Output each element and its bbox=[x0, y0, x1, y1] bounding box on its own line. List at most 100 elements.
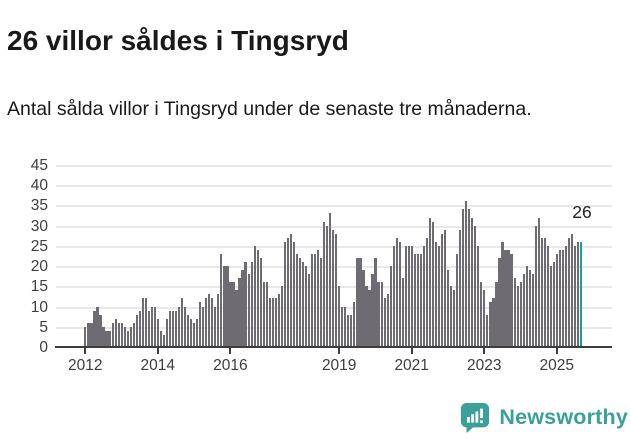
bar bbox=[129, 326, 132, 347]
y-axis-tick-label: 35 bbox=[30, 197, 48, 215]
bar bbox=[268, 298, 271, 347]
bar bbox=[208, 294, 211, 347]
bar bbox=[413, 253, 416, 347]
bar bbox=[437, 245, 441, 347]
bar bbox=[540, 237, 543, 347]
bar bbox=[187, 314, 190, 347]
bar bbox=[440, 233, 444, 347]
bar bbox=[111, 322, 114, 347]
gridline bbox=[56, 185, 612, 188]
bar bbox=[84, 326, 87, 347]
highlighted-bar bbox=[579, 241, 583, 347]
bar bbox=[362, 270, 365, 347]
bar bbox=[462, 209, 465, 347]
bar bbox=[156, 318, 160, 347]
bar bbox=[262, 282, 265, 347]
bar bbox=[117, 322, 120, 347]
bar bbox=[549, 266, 552, 347]
bar bbox=[271, 298, 274, 347]
bar bbox=[570, 233, 574, 347]
y-axis-tick-label: 40 bbox=[30, 177, 48, 195]
bar bbox=[217, 294, 220, 347]
bar bbox=[377, 282, 380, 347]
bar bbox=[573, 245, 577, 347]
bar bbox=[174, 310, 178, 347]
x-axis-tick-label: 2016 bbox=[213, 357, 248, 374]
bar bbox=[468, 209, 471, 347]
y-axis-tick-label: 15 bbox=[30, 278, 48, 296]
bar bbox=[504, 249, 507, 347]
bar bbox=[232, 282, 235, 347]
bar bbox=[474, 225, 477, 347]
bar bbox=[425, 237, 429, 347]
bar bbox=[332, 229, 335, 347]
bar bbox=[537, 217, 540, 347]
bar bbox=[244, 262, 247, 347]
bar bbox=[105, 330, 108, 347]
bar bbox=[489, 302, 492, 347]
bar bbox=[178, 306, 181, 347]
bar bbox=[250, 262, 253, 347]
y-axis-tick-label: 25 bbox=[30, 237, 48, 255]
bar bbox=[298, 257, 302, 347]
bar bbox=[301, 262, 305, 347]
bar bbox=[196, 318, 199, 347]
bar bbox=[510, 253, 513, 347]
bar bbox=[392, 245, 395, 347]
y-axis-tick-label: 30 bbox=[30, 217, 48, 235]
bar bbox=[199, 302, 202, 347]
x-axis-tick bbox=[410, 348, 413, 354]
bar bbox=[102, 326, 105, 347]
bar bbox=[525, 266, 528, 347]
y-axis-tick-label: 0 bbox=[39, 339, 48, 356]
bar bbox=[353, 302, 356, 347]
bar bbox=[289, 233, 293, 347]
bar bbox=[486, 314, 489, 347]
bar bbox=[350, 314, 353, 347]
page-title: 26 villor såldes i Tingsryd bbox=[7, 24, 349, 56]
bar bbox=[552, 262, 555, 347]
bar bbox=[528, 270, 531, 347]
bar bbox=[138, 310, 141, 347]
bar bbox=[280, 286, 283, 347]
bar bbox=[171, 310, 175, 347]
bar bbox=[193, 322, 196, 347]
bar bbox=[93, 310, 96, 347]
bar bbox=[576, 241, 580, 347]
bar bbox=[356, 257, 359, 347]
bar bbox=[477, 245, 480, 347]
bar bbox=[123, 326, 126, 347]
bar bbox=[561, 249, 565, 347]
x-axis-tick-label: 2021 bbox=[394, 357, 429, 374]
bar bbox=[516, 286, 519, 347]
bar bbox=[567, 237, 571, 347]
bar bbox=[434, 241, 438, 347]
bar bbox=[383, 298, 386, 347]
bar bbox=[341, 306, 344, 347]
bar bbox=[153, 306, 156, 347]
bar bbox=[513, 278, 516, 347]
bar bbox=[144, 298, 147, 347]
bar bbox=[347, 314, 350, 347]
bar bbox=[326, 225, 329, 347]
bar bbox=[365, 286, 368, 347]
bar bbox=[498, 257, 501, 347]
bar bbox=[344, 306, 347, 347]
bar bbox=[259, 257, 262, 347]
bar bbox=[96, 306, 99, 347]
bar bbox=[126, 330, 129, 347]
bar bbox=[320, 257, 323, 347]
bar bbox=[295, 253, 299, 347]
bar bbox=[181, 298, 184, 347]
bar bbox=[492, 298, 495, 347]
bar bbox=[519, 282, 522, 347]
bar bbox=[480, 282, 483, 347]
bar bbox=[453, 290, 456, 347]
bar bbox=[522, 274, 525, 347]
bar bbox=[292, 241, 296, 347]
bar bbox=[534, 225, 537, 347]
bar bbox=[274, 298, 277, 347]
bar bbox=[304, 266, 308, 347]
x-axis-tick bbox=[338, 348, 341, 354]
newsworthy-icon bbox=[460, 402, 490, 433]
